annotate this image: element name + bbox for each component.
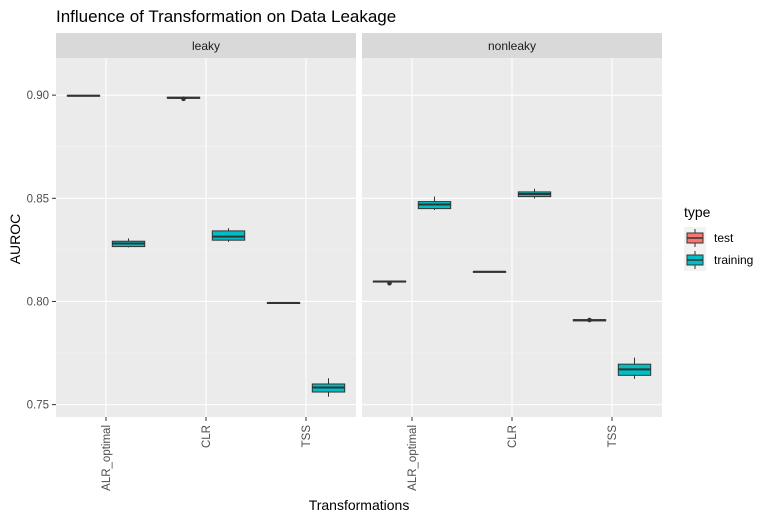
x-tick-label: ALR_optimal bbox=[101, 425, 113, 491]
box-test bbox=[166, 96, 201, 102]
box-body bbox=[211, 230, 246, 241]
box-training bbox=[617, 357, 652, 379]
box-test bbox=[266, 301, 301, 304]
legend-label-test: test bbox=[714, 231, 734, 245]
x-tick-label: CLR bbox=[201, 425, 213, 448]
y-tick-label: 0.75 bbox=[27, 400, 49, 412]
facet-strip bbox=[362, 33, 662, 58]
outlier-point bbox=[181, 96, 186, 102]
box-training bbox=[311, 378, 346, 397]
facet-panels: leaky nonleaky bbox=[56, 33, 662, 417]
legend-title: type bbox=[684, 204, 711, 220]
box-test bbox=[472, 270, 507, 273]
x-tick-label: CLR bbox=[507, 425, 519, 448]
chart-title: Influence of Transformation on Data Leak… bbox=[56, 7, 396, 26]
facet-label: nonleaky bbox=[488, 39, 536, 53]
y-tick-label: 0.90 bbox=[27, 90, 49, 102]
box-training bbox=[517, 188, 552, 199]
box-test bbox=[572, 317, 607, 323]
facet-label: leaky bbox=[192, 39, 220, 53]
x-axis-title: Transformations bbox=[309, 497, 410, 513]
box-training bbox=[417, 196, 452, 211]
x-tick-label: ALR_optimal bbox=[407, 425, 419, 491]
x-tick-label: TSS bbox=[301, 425, 313, 448]
legend: type test training bbox=[684, 204, 753, 271]
outlier-point bbox=[387, 281, 392, 286]
x-tick-label: TSS bbox=[607, 425, 619, 448]
y-tick-label: 0.85 bbox=[27, 193, 49, 205]
facet-strip bbox=[56, 33, 356, 58]
y-axis-title: AUROC bbox=[7, 214, 23, 265]
y-tick-label: 0.80 bbox=[27, 296, 49, 308]
box-training bbox=[111, 238, 146, 248]
y-axis: 0.75 0.80 0.85 0.90 bbox=[27, 90, 56, 412]
outlier-point bbox=[587, 317, 592, 323]
x-axis: ALR_optimal CLR TSS ALR_optimal CLR TSS bbox=[101, 417, 619, 491]
legend-label-training: training bbox=[714, 253, 753, 267]
box-training bbox=[211, 228, 246, 242]
box-test bbox=[372, 280, 407, 286]
box-test bbox=[66, 94, 101, 97]
